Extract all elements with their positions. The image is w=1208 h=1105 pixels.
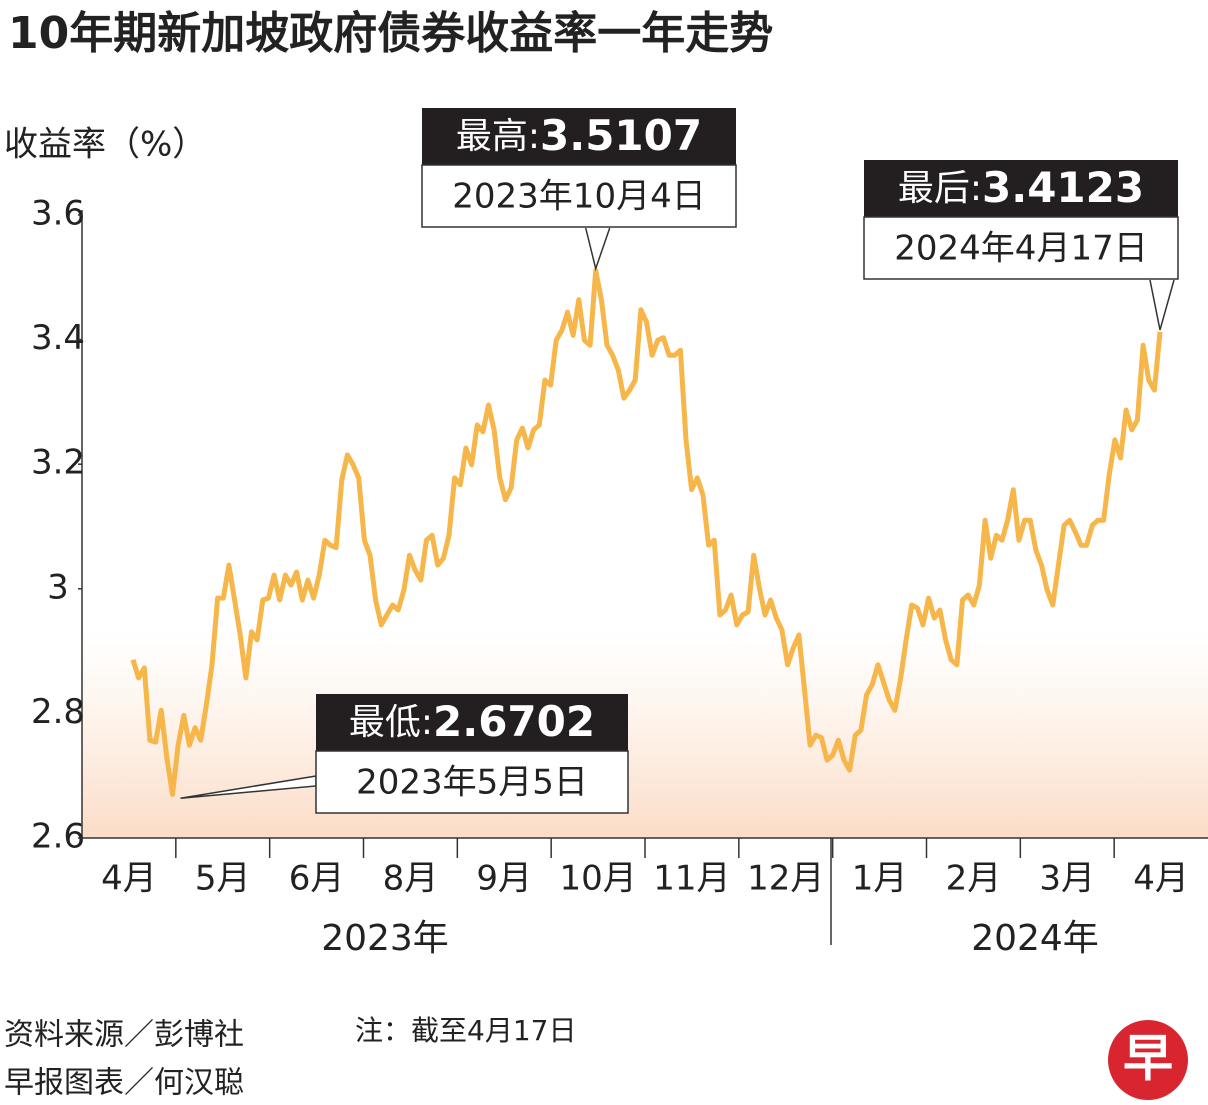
callout-body	[421, 164, 737, 228]
source: 资料来源／彭博社	[4, 1018, 244, 1053]
y-tick-label: 3.2	[31, 443, 85, 483]
callout-date: 2023年10月4日	[452, 177, 705, 217]
callout-value: 3.4123	[982, 163, 1144, 212]
logo-text: 早	[1123, 1030, 1173, 1088]
line	[130, 268, 1163, 797]
callout-body	[315, 750, 629, 814]
y-tick-label: 2.6	[31, 817, 85, 857]
background-shade	[82, 630, 1208, 838]
callout-label: 最高:	[456, 116, 540, 157]
y-axis-label: 收益率（%）	[4, 125, 206, 165]
callout-title: 最低:2.6702	[349, 697, 595, 746]
x-tick-label: 12月	[747, 859, 824, 899]
y-tick-label: 3.6	[31, 194, 85, 234]
year-label: 2024年	[971, 918, 1099, 959]
x-tick-label: 4月	[1133, 859, 1189, 899]
x-tick-label: 11月	[653, 859, 730, 899]
note: 注：截至4月17日	[355, 1014, 576, 1047]
x-tick-label: 3月	[1039, 859, 1095, 899]
callout-value: 3.5107	[540, 111, 702, 160]
callout-label: 最后:	[898, 168, 982, 209]
callout-pointer	[1149, 279, 1175, 331]
callout-label: 最低:	[349, 702, 433, 743]
chart-title: 10年期新加坡政府债券收益率一年走势	[8, 8, 773, 59]
logo	[1108, 1020, 1188, 1100]
year-label: 2023年	[321, 918, 449, 959]
x-tick-label: 4月	[101, 859, 157, 899]
callout-date: 2024年4月17日	[894, 229, 1147, 269]
callout-date: 2023年5月5日	[356, 763, 588, 803]
x-tick-label: 6月	[289, 859, 345, 899]
y-tick-label: 3.4	[31, 318, 85, 358]
callout-header	[864, 160, 1178, 217]
credit: 早报图表／何汉聪	[4, 1066, 244, 1101]
callout-title: 最后:3.4123	[898, 163, 1144, 212]
callout-title: 最高:3.5107	[456, 111, 702, 160]
callout-header	[316, 694, 628, 751]
callout-body	[863, 216, 1179, 280]
callout-pointer	[584, 227, 611, 272]
x-tick-label: 8月	[383, 859, 439, 899]
x-tick-label: 1月	[852, 859, 908, 899]
x-tick-label: 2月	[946, 859, 1002, 899]
y-tick-label: 2.8	[31, 692, 85, 732]
x-tick-label: 5月	[195, 859, 251, 899]
y-tick-label: 3	[47, 567, 69, 607]
x-tick-label: 10月	[559, 859, 636, 899]
x-tick-label: 9月	[476, 859, 532, 899]
callout-header	[422, 108, 736, 165]
callout-value: 2.6702	[433, 697, 595, 746]
